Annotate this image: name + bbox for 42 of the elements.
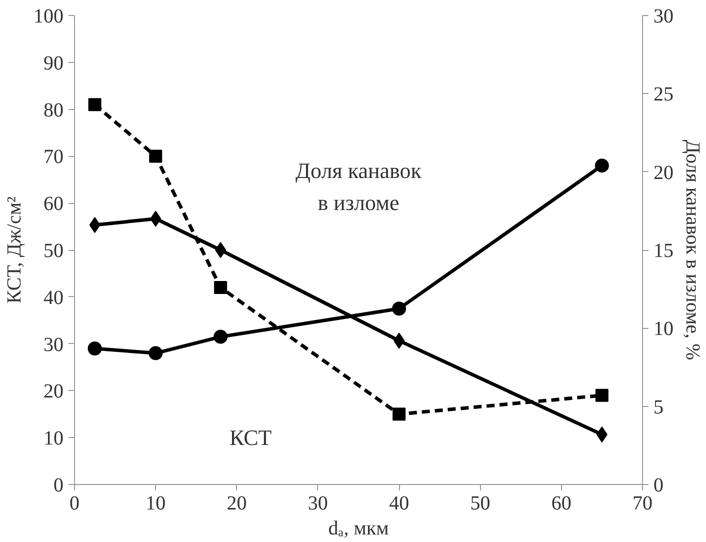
x-axis-title: dₐ, мкм	[328, 518, 390, 540]
annotation: Доля канавок в изломе	[296, 158, 422, 215]
y-tick-label: 0	[54, 474, 64, 496]
x-tick-label: 60	[551, 492, 572, 514]
y2-tick-label: 5	[654, 396, 664, 418]
point	[595, 388, 608, 402]
y2-axis-title: Доля канавок в изломе, %	[682, 140, 704, 360]
y-tick-label: 70	[44, 146, 64, 168]
y2-tick-label: 0	[654, 474, 664, 496]
y-tick-label: 50	[44, 240, 64, 262]
y-tick-label: 10	[44, 428, 64, 450]
y-tick-label: 20	[44, 380, 64, 403]
x-tick-label: 30	[308, 492, 328, 514]
y-tick-label: 100	[34, 6, 64, 28]
point	[148, 346, 163, 360]
y-tick-label: 60	[44, 193, 64, 216]
point	[594, 158, 609, 173]
y2-tick-label: 30	[654, 6, 674, 28]
annotation: КСТ	[229, 425, 272, 450]
y-tick-label: 90	[44, 52, 64, 74]
point	[88, 98, 102, 112]
point	[88, 342, 102, 356]
point	[215, 242, 226, 258]
y-tick-label: 40	[44, 286, 64, 309]
y-axis-title: КСТ, Дж/см²	[4, 196, 26, 304]
point	[214, 281, 228, 294]
x-tick-label: 70	[632, 492, 652, 514]
y-tick-label: 80	[44, 99, 64, 122]
point	[214, 330, 228, 344]
x-tick-label: 0	[70, 492, 80, 514]
point	[392, 302, 406, 316]
point	[149, 150, 162, 163]
x-tick-label: 10	[146, 492, 166, 514]
y2-tick-label: 25	[654, 84, 674, 106]
x-tick-label: 20	[226, 492, 247, 514]
y-tick-label: 30	[44, 334, 64, 356]
point	[392, 408, 406, 421]
y2-tick-label: 10	[654, 318, 674, 340]
y2-tick-label: 20	[654, 162, 674, 184]
x-tick-label: 40	[389, 492, 410, 514]
y2-tick-label: 15	[654, 240, 674, 262]
x-tick-label: 50	[470, 492, 490, 514]
